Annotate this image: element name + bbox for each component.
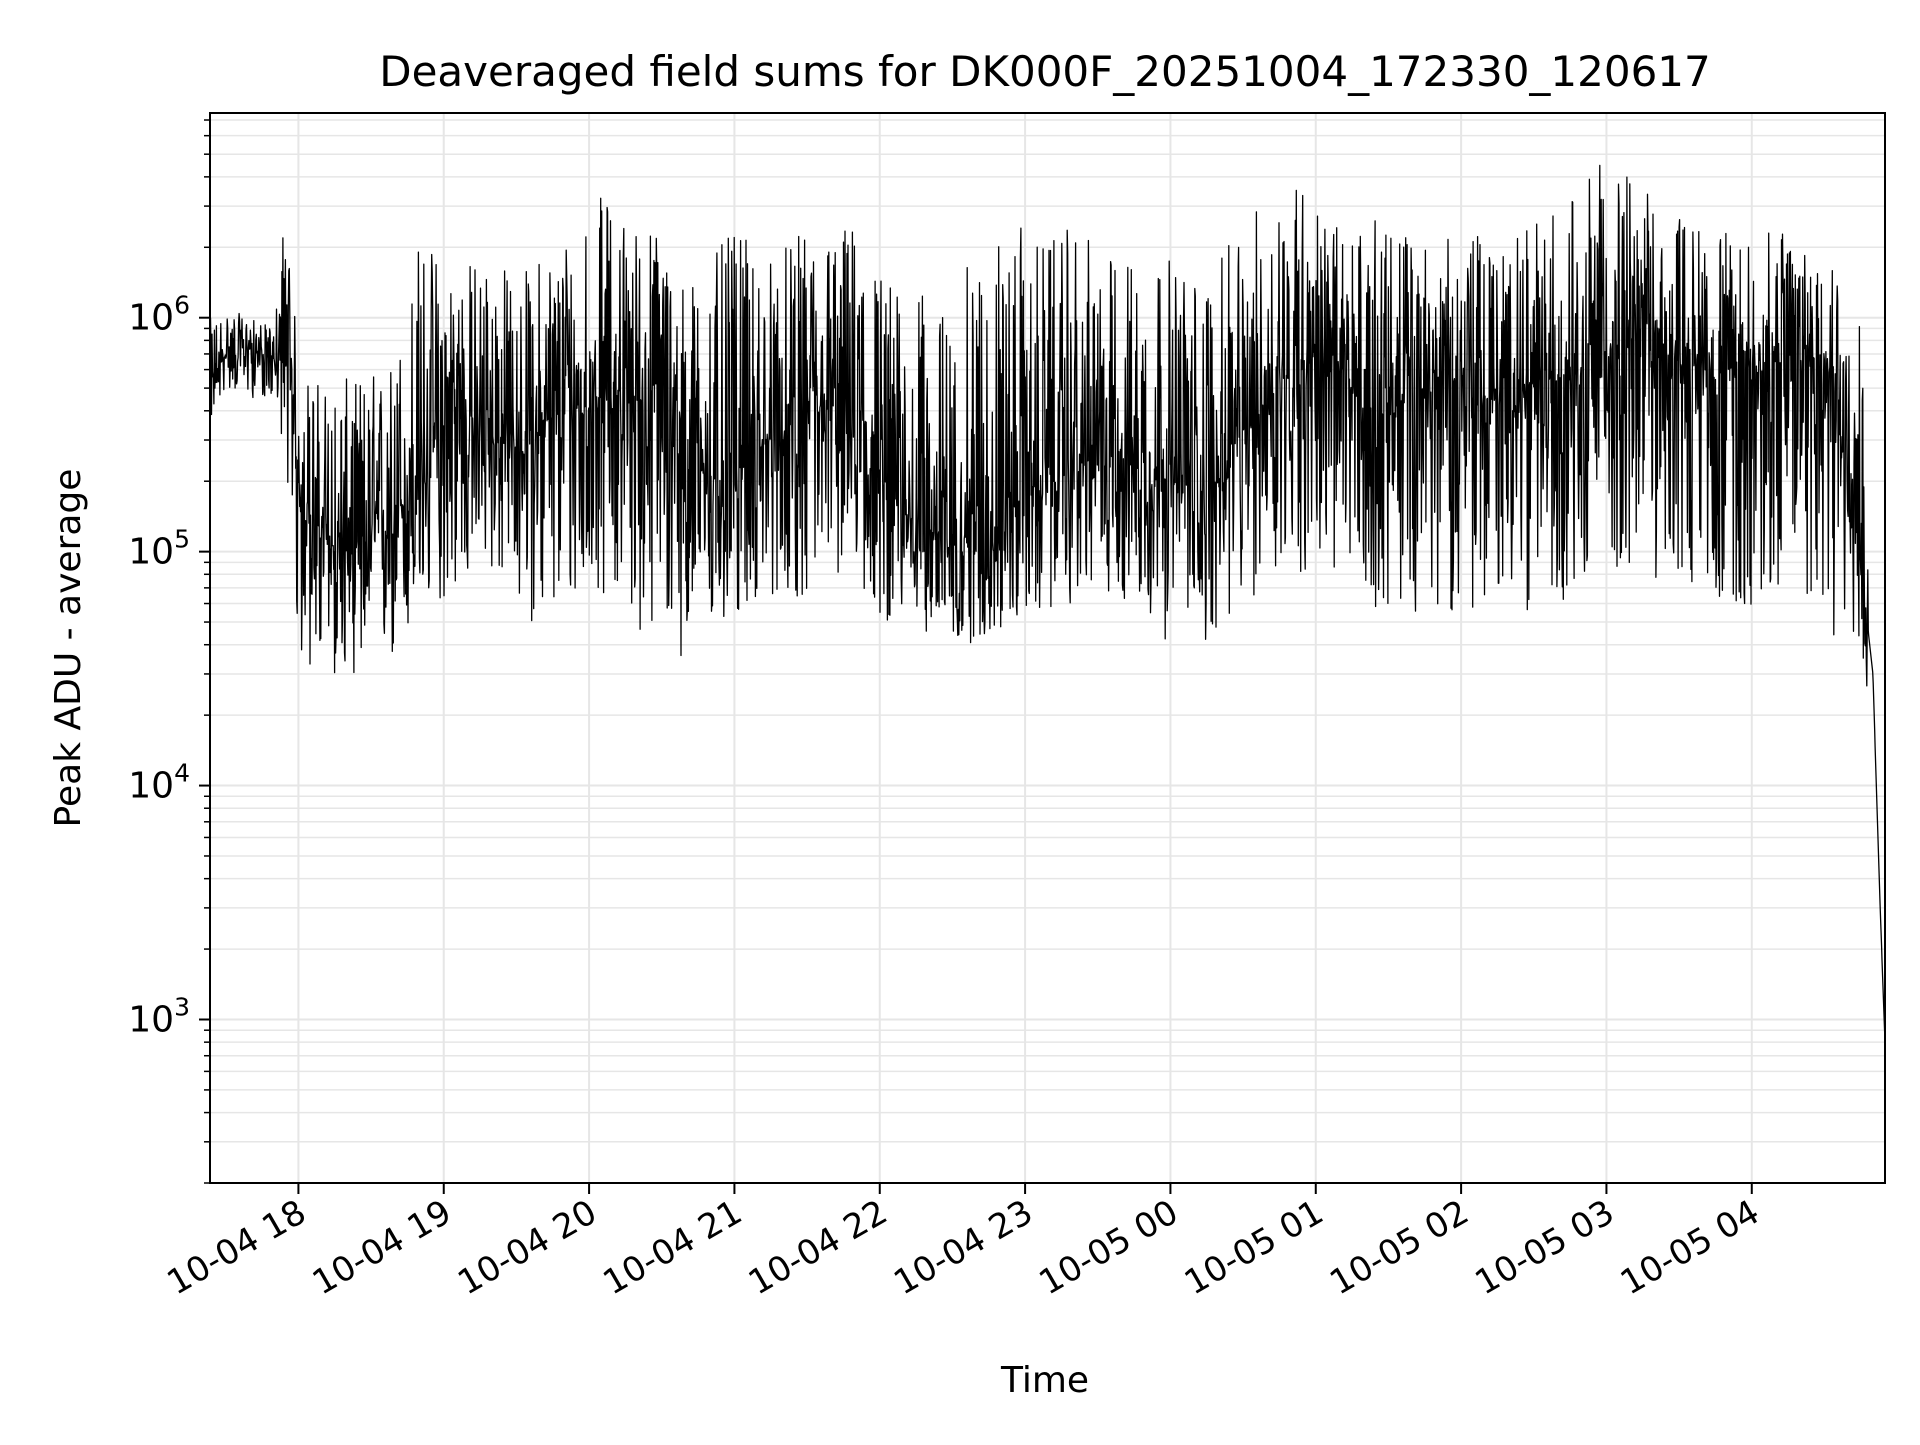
- data-layer: [209, 164, 1886, 1043]
- x-axis-label: Time: [1000, 1360, 1089, 1401]
- series-line: [209, 164, 1886, 1043]
- y-axis-label: Peak ADU - average: [48, 469, 89, 828]
- y-tick-label: 103: [128, 992, 190, 1040]
- plot-frame: [209, 112, 1886, 1184]
- y-tick-label: 106: [128, 291, 190, 339]
- y-tick-label: 105: [128, 525, 190, 573]
- y-tick-label: 104: [128, 759, 190, 807]
- chart-title: Deaveraged field sums for DK000F_2025100…: [379, 47, 1711, 96]
